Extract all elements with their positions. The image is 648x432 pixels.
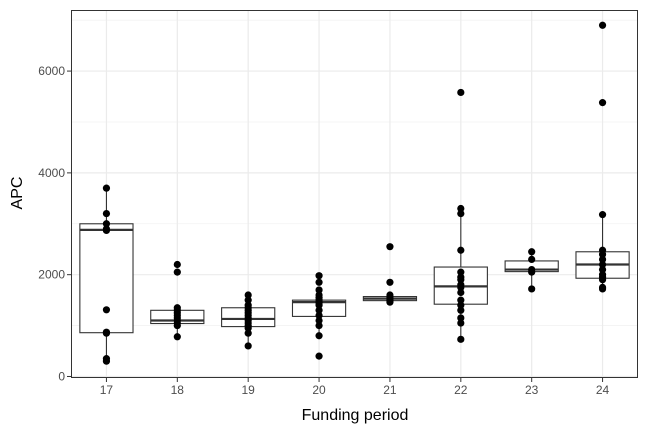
x-tick-label: 17 xyxy=(100,383,114,397)
data-point xyxy=(386,243,394,251)
data-point xyxy=(315,352,323,360)
data-point xyxy=(102,184,111,192)
data-point xyxy=(457,204,465,213)
data-point xyxy=(315,272,323,280)
data-point xyxy=(102,209,111,218)
y-axis-title: APC xyxy=(9,177,26,210)
data-point xyxy=(315,301,323,309)
data-point xyxy=(102,329,111,337)
x-tick-label: 22 xyxy=(454,383,468,397)
boxplot-boxes xyxy=(79,188,630,362)
y-tick-label: 4000 xyxy=(38,166,65,180)
data-point xyxy=(315,286,323,294)
data-points xyxy=(102,21,607,365)
x-tick-label: 23 xyxy=(525,383,539,397)
data-point xyxy=(173,321,181,330)
data-point xyxy=(457,288,465,297)
data-point xyxy=(528,255,536,264)
x-tick-label: 19 xyxy=(242,383,256,397)
data-point xyxy=(598,285,607,293)
data-point xyxy=(598,21,607,29)
data-point xyxy=(315,321,323,330)
data-point xyxy=(102,226,111,234)
y-tick-label: 0 xyxy=(58,369,65,383)
major-gridlines xyxy=(71,10,638,378)
data-point xyxy=(528,285,536,293)
plot-border xyxy=(71,10,638,378)
y-axis-ticks: 0 2000 4000 6000 xyxy=(38,64,71,383)
data-point xyxy=(315,332,323,340)
data-point xyxy=(102,357,111,365)
data-point xyxy=(173,268,181,276)
data-point xyxy=(244,329,252,337)
data-point xyxy=(315,316,323,325)
data-point xyxy=(598,276,607,284)
data-point xyxy=(528,268,536,276)
data-point xyxy=(457,88,465,97)
x-tick-label: 20 xyxy=(312,383,326,397)
data-point xyxy=(386,298,394,306)
data-point xyxy=(173,333,181,341)
data-point xyxy=(173,260,181,269)
data-point xyxy=(386,278,394,286)
data-point xyxy=(457,209,465,218)
data-point xyxy=(457,246,465,254)
data-point xyxy=(457,319,465,327)
data-point xyxy=(598,255,607,264)
data-point xyxy=(315,311,323,319)
data-point xyxy=(457,301,465,309)
data-point xyxy=(244,324,252,332)
box-iqr xyxy=(79,223,134,334)
data-point xyxy=(457,306,465,314)
x-axis-title: Funding period xyxy=(302,407,409,424)
data-point xyxy=(598,99,607,107)
data-point xyxy=(598,211,607,219)
minor-gridlines xyxy=(71,19,638,326)
x-tick-label: 18 xyxy=(171,383,185,397)
x-axis-ticks: 17 18 19 20 21 22 23 24 xyxy=(100,378,610,397)
data-point xyxy=(244,342,252,350)
data-point xyxy=(244,291,252,299)
data-point xyxy=(528,248,536,256)
data-point xyxy=(457,283,465,291)
x-tick-label: 24 xyxy=(596,383,610,397)
data-point xyxy=(457,268,465,276)
data-point xyxy=(598,265,607,274)
y-tick-label: 6000 xyxy=(38,64,65,78)
data-point xyxy=(102,306,111,314)
data-point xyxy=(315,278,323,286)
data-point xyxy=(315,306,323,314)
x-tick-label: 21 xyxy=(383,383,397,397)
data-point xyxy=(598,260,607,269)
data-point xyxy=(457,276,465,284)
data-point xyxy=(457,314,465,322)
data-point xyxy=(244,296,252,304)
data-point xyxy=(457,296,465,304)
data-point xyxy=(457,335,465,343)
data-point xyxy=(102,220,111,228)
data-point xyxy=(598,250,607,258)
y-tick-label: 2000 xyxy=(38,268,65,282)
